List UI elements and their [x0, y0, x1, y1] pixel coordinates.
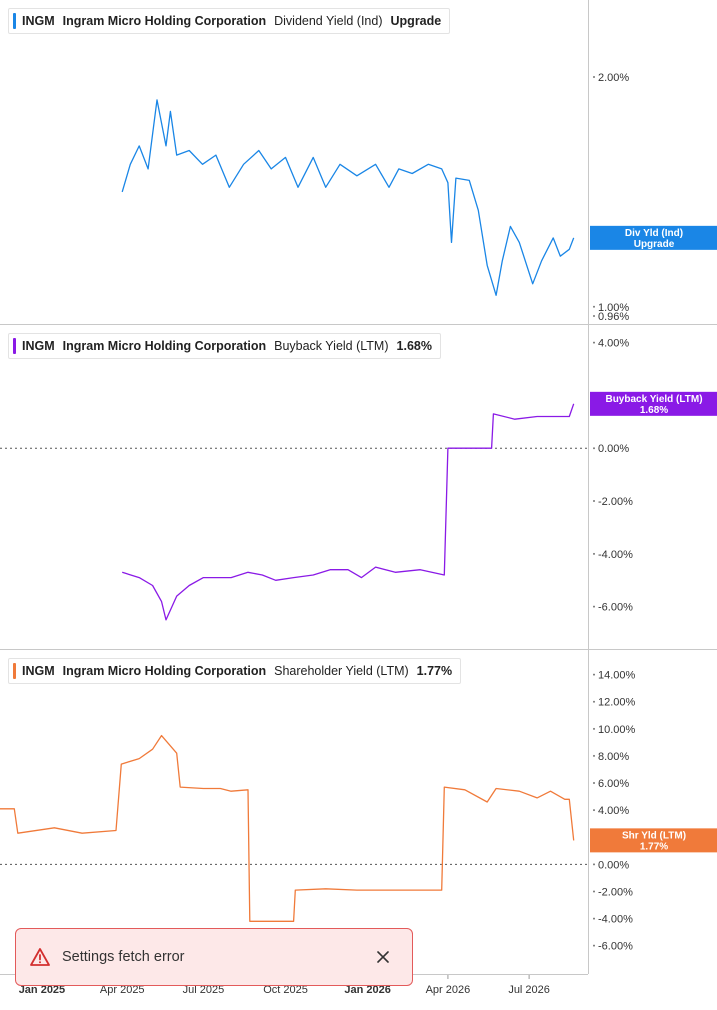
y-tick-label: 10.00% — [598, 724, 636, 736]
y-tick-label: -6.00% — [598, 941, 633, 953]
legend-dividend-yield[interactable]: INGM Ingram Micro Holding Corporation Di… — [8, 8, 451, 34]
y-tick-label: 0.00% — [598, 443, 629, 455]
y-tick-label: -4.00% — [598, 549, 633, 561]
y-tick-mark — [593, 754, 595, 757]
series-line — [122, 403, 575, 621]
legend-value[interactable]: Upgrade — [390, 14, 442, 28]
warning-icon — [30, 948, 50, 966]
y-tick-mark — [593, 809, 595, 812]
last-value-label: Shr Yld (LTM) — [622, 830, 686, 841]
last-value-label: Div Yld (Ind) — [625, 228, 683, 239]
y-tick-mark — [593, 500, 595, 503]
legend-ticker: INGM — [22, 339, 55, 353]
x-tick-label: Jan 2025 — [19, 984, 65, 996]
x-tick-label: Jul 2025 — [183, 984, 225, 996]
legend-swatch — [13, 13, 16, 29]
y-tick-label: -6.00% — [598, 602, 633, 614]
legend-value: 1.68% — [396, 339, 432, 353]
y-tick-label: -2.00% — [598, 496, 633, 508]
y-tick-mark — [593, 673, 595, 676]
y-tick-label: 0.96% — [598, 311, 629, 323]
toast-message: Settings fetch error — [62, 949, 185, 965]
legend-company: Ingram Micro Holding Corporation — [62, 339, 267, 353]
legend-metric: Buyback Yield (LTM) — [274, 339, 389, 353]
y-tick-label: 4.00% — [598, 338, 629, 350]
legend-metric: Shareholder Yield (LTM) — [274, 664, 409, 678]
last-value-number: Upgrade — [634, 239, 675, 250]
legend-ticker: INGM — [22, 14, 55, 28]
last-value-box — [590, 391, 717, 416]
x-tick-label: Jul 2026 — [508, 984, 550, 996]
series-line — [0, 734, 575, 922]
legend-buyback-yield[interactable]: INGM Ingram Micro Holding Corporation Bu… — [8, 333, 441, 359]
x-tick-label: Jan 2026 — [344, 984, 390, 996]
y-tick-mark — [593, 75, 595, 78]
y-tick-label: 6.00% — [598, 778, 629, 790]
y-tick-label: 4.00% — [598, 805, 629, 817]
last-value-number: 1.77% — [640, 841, 668, 852]
y-tick-label: 12.00% — [598, 697, 636, 709]
last-value-number: 1.68% — [640, 405, 668, 416]
y-tick-mark — [593, 305, 595, 308]
last-value-box — [590, 828, 717, 853]
y-tick-mark — [593, 863, 595, 866]
legend-ticker: INGM — [22, 664, 55, 678]
legend-company: Ingram Micro Holding Corporation — [62, 14, 267, 28]
last-value-label: Buyback Yield (LTM) — [605, 394, 702, 405]
y-tick-label: 2.00% — [598, 72, 629, 84]
close-icon[interactable] — [368, 942, 398, 972]
x-tick-label: Apr 2026 — [426, 984, 471, 996]
y-tick-label: -4.00% — [598, 914, 633, 926]
last-value-box — [590, 225, 717, 250]
legend-metric: Dividend Yield (Ind) — [274, 14, 383, 28]
y-tick-mark — [593, 917, 595, 920]
y-tick-mark — [593, 944, 595, 947]
y-tick-mark — [593, 782, 595, 785]
legend-company: Ingram Micro Holding Corporation — [62, 664, 267, 678]
y-tick-mark — [593, 727, 595, 730]
y-tick-label: 8.00% — [598, 751, 629, 763]
y-tick-mark — [593, 605, 595, 608]
y-tick-label: 14.00% — [598, 670, 636, 682]
error-toast: Settings fetch error — [15, 928, 413, 986]
legend-swatch — [13, 663, 16, 679]
x-tick-label: Oct 2025 — [263, 984, 308, 996]
series-line — [121, 99, 575, 296]
y-tick-label: 1.00% — [598, 302, 629, 314]
x-tick-label: Apr 2025 — [100, 984, 145, 996]
legend-shareholder-yield[interactable]: INGM Ingram Micro Holding Corporation Sh… — [8, 658, 462, 684]
y-tick-mark — [593, 890, 595, 893]
legend-value: 1.77% — [416, 664, 453, 678]
y-tick-label: 0.00% — [598, 859, 629, 871]
y-tick-mark — [593, 447, 595, 450]
y-tick-label: -2.00% — [598, 886, 633, 898]
y-tick-mark — [593, 341, 595, 344]
legend-swatch — [13, 338, 16, 354]
y-tick-mark — [593, 552, 595, 555]
y-tick-mark — [593, 700, 595, 703]
y-tick-mark — [593, 315, 595, 317]
